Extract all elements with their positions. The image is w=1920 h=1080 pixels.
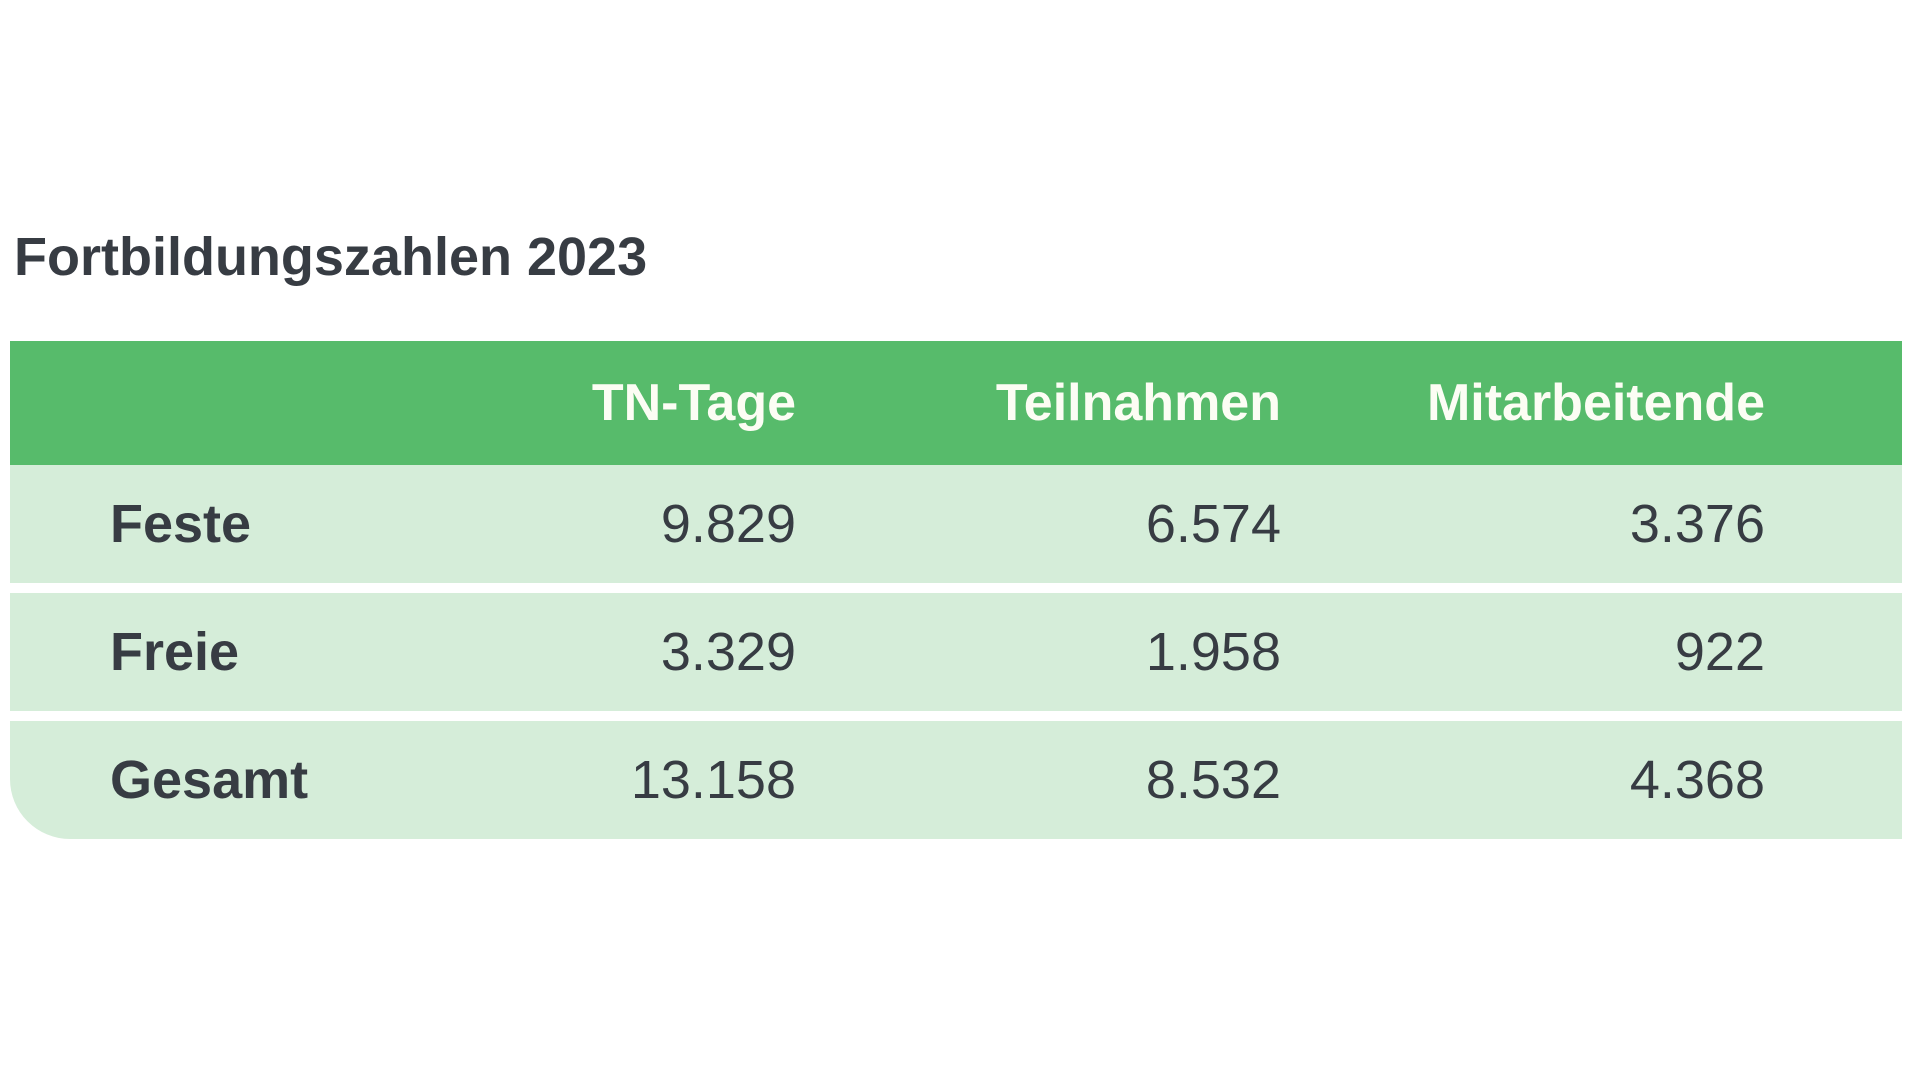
column-header-tn-tage: TN-Tage [591, 374, 796, 432]
page-title: Fortbildungszahlen 2023 [14, 227, 648, 287]
cell-value: 6.574 [1145, 494, 1281, 554]
table-row-feste: Feste 9.829 6.574 3.376 [10, 465, 1902, 583]
column-header-mitarbeitende: Mitarbeitende [1426, 374, 1765, 432]
cell-value: 3.329 [660, 622, 796, 682]
table-row-gesamt: Gesamt 13.158 8.532 4.368 [10, 721, 1902, 839]
row-label: Gesamt [110, 750, 309, 810]
cell-value: 13.158 [630, 750, 796, 810]
cell-value: 3.376 [1629, 494, 1765, 554]
column-header-teilnahmen: Teilnahmen [995, 374, 1281, 432]
cell-value: 8.532 [1145, 750, 1281, 810]
fortbildung-table: TN-Tage Teilnahmen Mitarbeitende Feste 9… [10, 341, 1902, 839]
cell-value: 1.958 [1145, 622, 1281, 682]
cell-value: 9.829 [660, 494, 796, 554]
row-label: Freie [110, 622, 240, 682]
cell-value: 4.368 [1629, 750, 1765, 810]
table-header-row: TN-Tage Teilnahmen Mitarbeitende [10, 341, 1902, 465]
table-row-freie: Freie 3.329 1.958 922 [10, 593, 1902, 711]
row-label: Feste [110, 494, 252, 554]
cell-value: 922 [1674, 622, 1765, 682]
